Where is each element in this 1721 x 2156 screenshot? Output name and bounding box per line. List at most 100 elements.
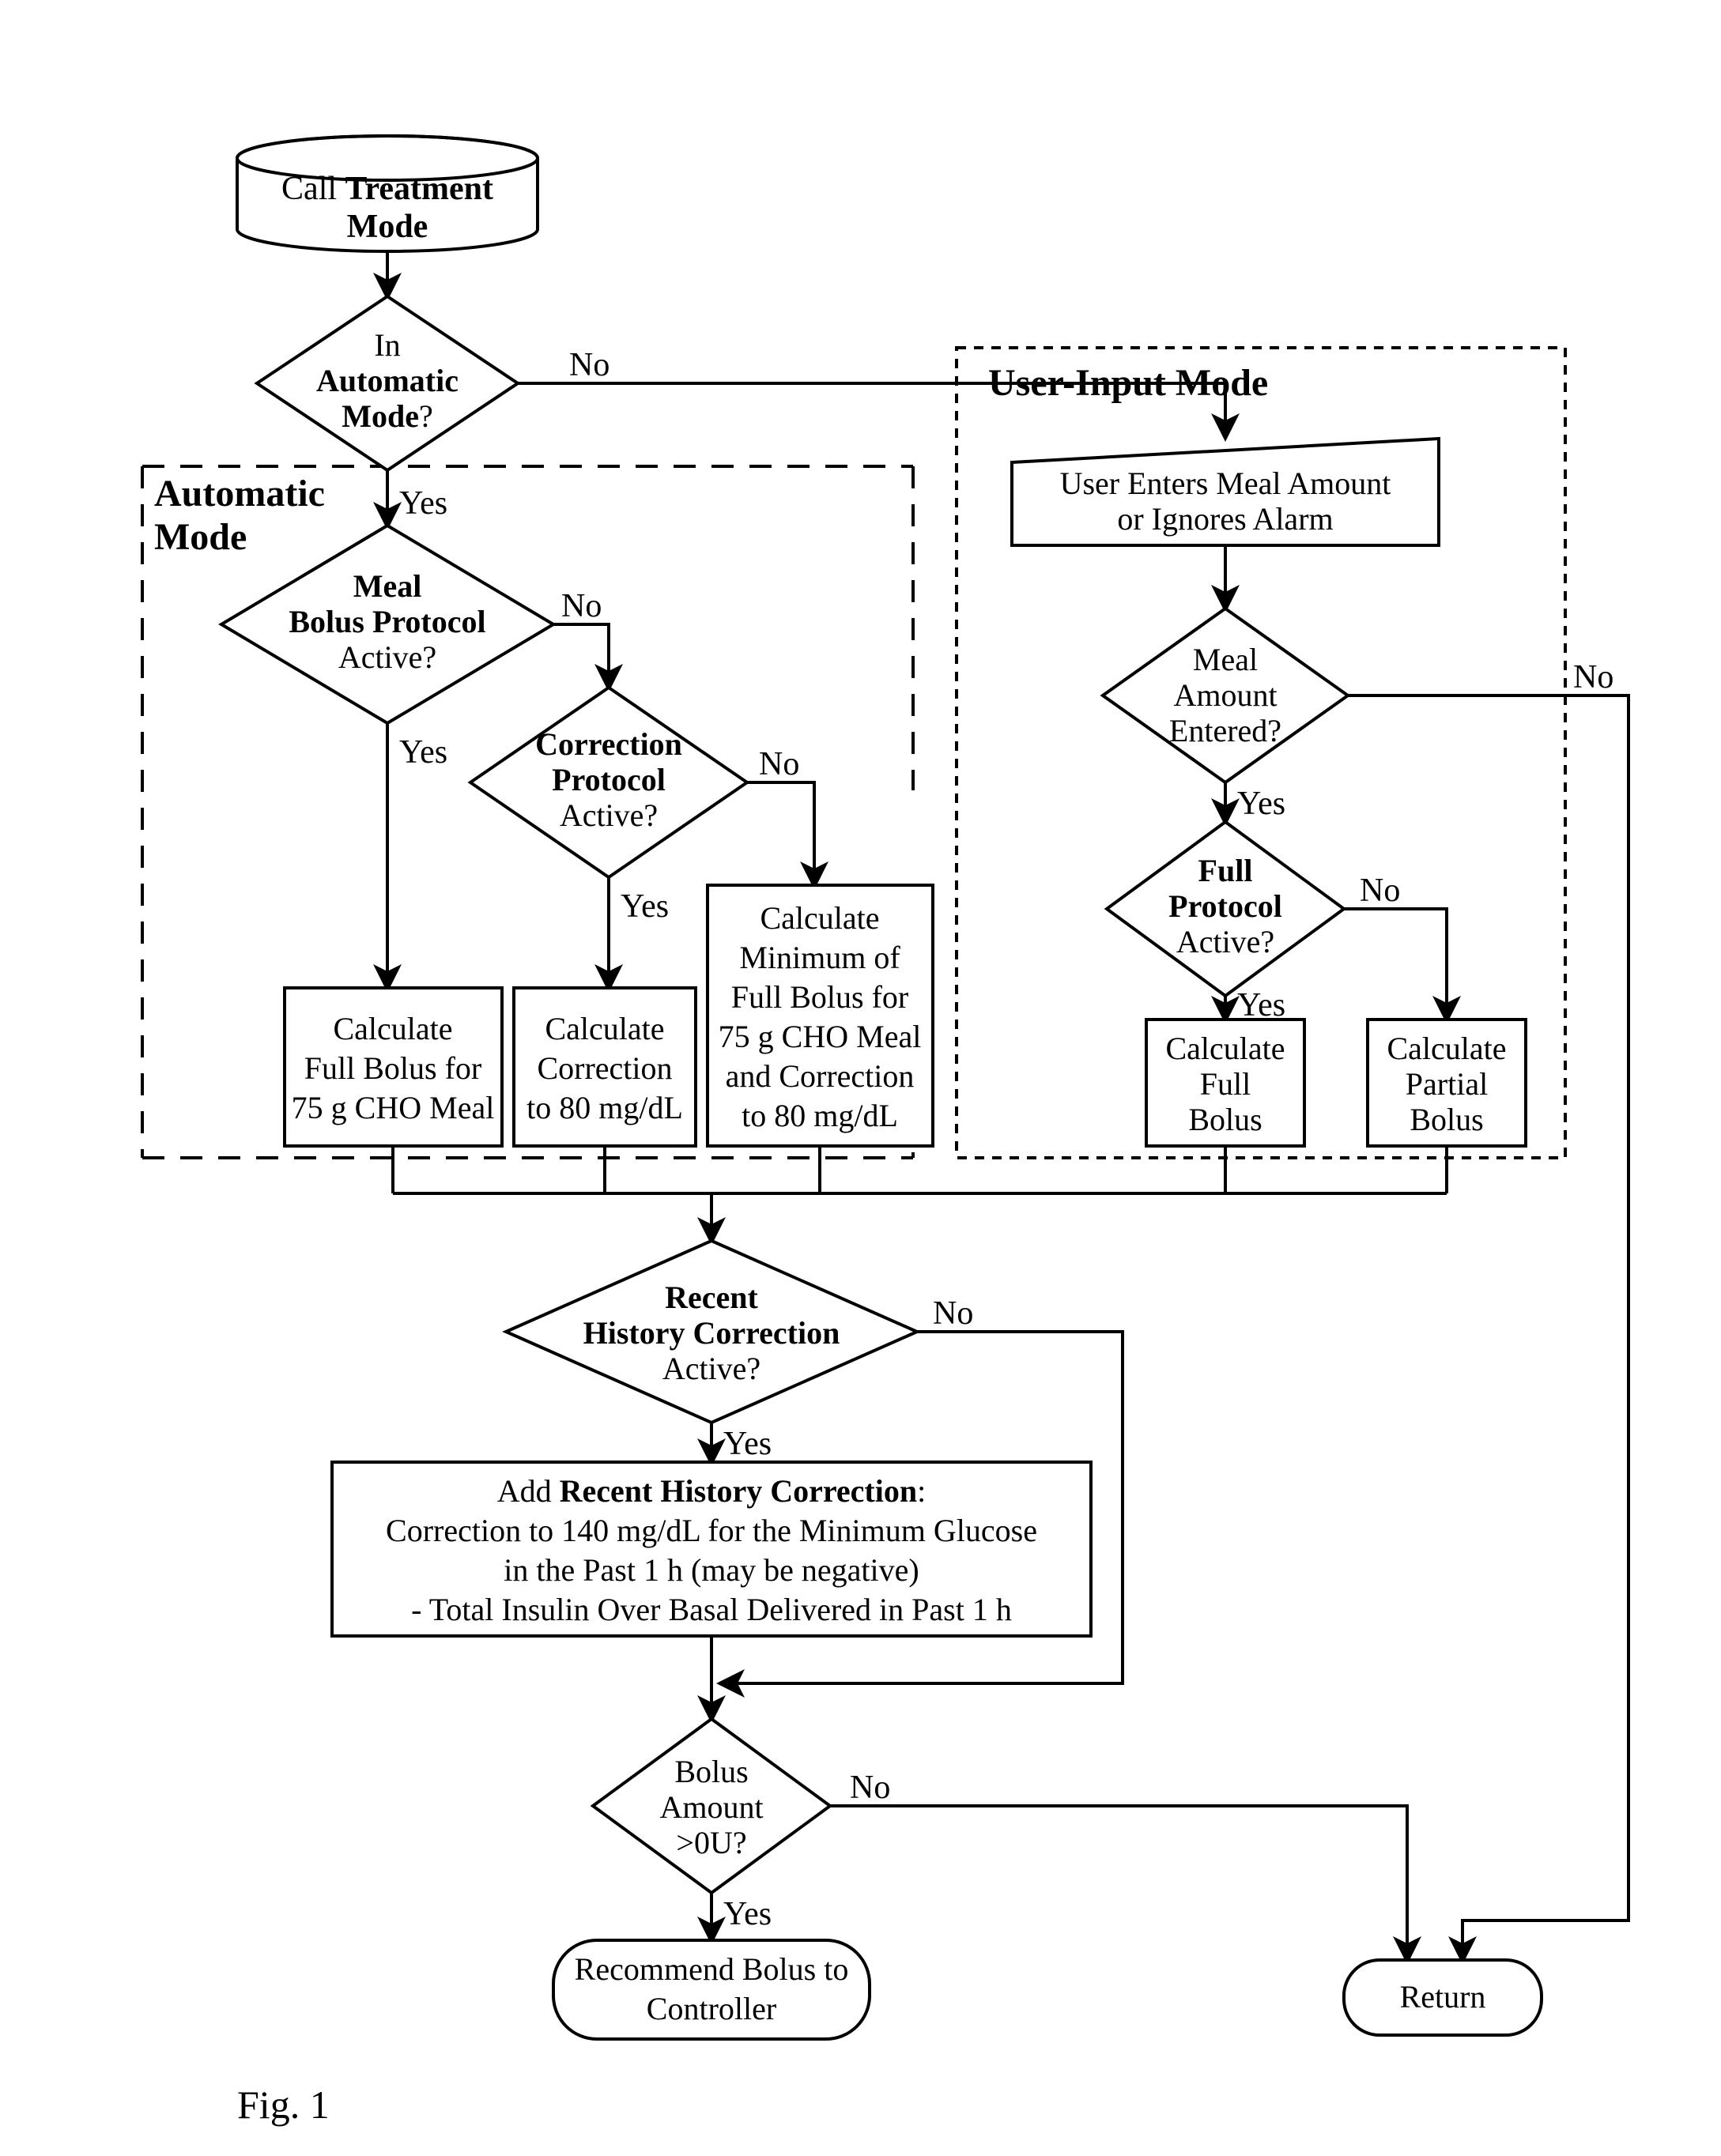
edge-bgq-no: No: [830, 1770, 1407, 1960]
svg-text:Mode?: Mode?: [342, 398, 433, 434]
edge-merge-to-recent-hist: [393, 1146, 1447, 1241]
ret-l1: Return: [1400, 1979, 1486, 2015]
rhq-l1: Recent: [665, 1280, 758, 1315]
edge-corrq-yes: Yes: [609, 877, 669, 988]
mealq-l1: Meal: [353, 568, 422, 604]
figure-caption: Fig. 1: [237, 2082, 330, 2127]
edge-bgq-yes: Yes: [711, 1893, 772, 1940]
arh-l3: in the Past 1 h (may be negative): [504, 1552, 919, 1588]
label-autoq-yes: Yes: [399, 485, 447, 522]
arh-l4: - Total Insulin Over Basal Delivered in …: [411, 1592, 1012, 1627]
label-mealq-yes: Yes: [399, 734, 447, 771]
node-recent-hist-decision: Recent History Correction Active?: [506, 1241, 917, 1423]
label-autoq-no: No: [569, 347, 610, 383]
cpb-l3: Bolus: [1410, 1102, 1483, 1137]
cfb75-l3: 75 g CHO Meal: [292, 1090, 495, 1125]
cmin-l3: Full Bolus for: [731, 979, 908, 1015]
edge-meq-no: No: [1348, 659, 1629, 1960]
node-correction-decision: Correction Protocol Active?: [470, 688, 747, 877]
edge-fpq-no: No: [1344, 873, 1447, 1020]
svg-text:Add Recent History Correction:: Add Recent History Correction:: [497, 1473, 926, 1509]
corrq-l3: Active?: [560, 797, 658, 833]
cc80-l3: to 80 mg/dL: [526, 1090, 683, 1125]
edge-mealq-yes: Yes: [387, 723, 447, 988]
node-calc-full-bolus-75: Calculate Full Bolus for 75 g CHO Meal: [285, 988, 502, 1146]
cmin-l6: to 80 mg/dL: [742, 1098, 898, 1133]
label-fpq-no: No: [1360, 873, 1400, 909]
label-meq-no: No: [1573, 659, 1613, 695]
label-bgq-no: No: [850, 1770, 890, 1806]
rhq-l3: Active?: [662, 1351, 760, 1386]
label-mealq-no: No: [561, 588, 602, 624]
autoq-text-in: In: [374, 327, 400, 363]
meq-l1: Meal: [1193, 642, 1258, 677]
node-auto-mode-decision: In Automatic Mode?: [257, 296, 518, 470]
node-meal-bolus-decision: Meal Bolus Protocol Active?: [221, 526, 553, 723]
node-calc-partial-bolus: Calculate Partial Bolus: [1368, 1020, 1526, 1146]
cfb-l2: Full: [1200, 1066, 1251, 1102]
start-text-call: Call: [281, 171, 345, 207]
fpq-l3: Active?: [1176, 924, 1274, 959]
fpq-l2: Protocol: [1168, 888, 1282, 924]
node-start: Call Treatment Mode: [237, 136, 538, 251]
start-text-treatment: Treatment: [345, 171, 493, 207]
node-calc-correction-80: Calculate Correction to 80 mg/dL: [514, 988, 696, 1146]
ue-l1: User Enters Meal Amount: [1060, 466, 1391, 501]
cmin-l4: 75 g CHO Meal: [719, 1019, 922, 1054]
autoq-text-q: ?: [419, 398, 433, 434]
ue-l2: or Ignores Alarm: [1117, 501, 1333, 537]
autoq-text-mode: Mode: [342, 398, 419, 434]
region-automatic-title-1: Automatic: [154, 473, 325, 514]
arh-l1b: Recent History Correction: [560, 1473, 917, 1509]
node-meal-entered-decision: Meal Amount Entered?: [1103, 609, 1348, 782]
rhq-l2: History Correction: [583, 1315, 840, 1351]
node-user-enter: User Enters Meal Amount or Ignores Alarm: [1012, 439, 1439, 545]
cfb75-l1: Calculate: [333, 1011, 452, 1046]
bgq-l1: Bolus: [674, 1754, 748, 1789]
arh-l2: Correction to 140 mg/dL for the Minimum …: [386, 1513, 1037, 1548]
bgq-l3: >0U?: [676, 1825, 746, 1860]
cc80-l2: Correction: [537, 1050, 672, 1086]
svg-text:Call Treatment: Call Treatment: [281, 171, 493, 207]
label-rhq-yes: Yes: [723, 1426, 772, 1462]
bgq-l2: Amount: [659, 1789, 763, 1825]
label-corrq-no: No: [759, 746, 799, 782]
node-recommend: Recommend Bolus to Controller: [553, 1940, 870, 2039]
cc80-l1: Calculate: [545, 1011, 664, 1046]
label-meq-yes: Yes: [1237, 786, 1285, 822]
edge-corrq-no: No: [747, 746, 814, 885]
mealq-l2: Bolus Protocol: [289, 604, 485, 639]
edge-meq-yes: Yes: [1225, 782, 1285, 822]
cmin-l5: and Correction: [726, 1058, 915, 1094]
label-bgq-yes: Yes: [723, 1896, 772, 1932]
corrq-l2: Protocol: [552, 762, 666, 797]
fpq-l1: Full: [1198, 853, 1253, 888]
autoq-text-automatic: Automatic: [316, 363, 459, 398]
node-return: Return: [1344, 1960, 1542, 2035]
rec-l2: Controller: [647, 1991, 776, 2026]
mealq-l3: Active?: [338, 639, 436, 675]
rec-l1: Recommend Bolus to: [575, 1951, 849, 1987]
edge-rhq-yes: Yes: [711, 1423, 772, 1462]
cpb-l1: Calculate: [1387, 1031, 1506, 1066]
node-add-recent-hist: Add Recent History Correction: Correctio…: [332, 1462, 1091, 1636]
label-corrq-yes: Yes: [621, 888, 669, 925]
arh-l1a: Add: [497, 1473, 560, 1509]
cfb75-l2: Full Bolus for: [304, 1050, 481, 1086]
meq-l3: Entered?: [1169, 713, 1281, 748]
start-text-mode: Mode: [347, 209, 428, 245]
cfb-l3: Bolus: [1188, 1102, 1262, 1137]
node-bolus-gt0-decision: Bolus Amount >0U?: [593, 1719, 830, 1893]
label-rhq-no: No: [933, 1295, 973, 1332]
node-calc-min: Calculate Minimum of Full Bolus for 75 g…: [708, 885, 933, 1146]
edge-mealq-no: No: [553, 588, 609, 688]
cfb-l1: Calculate: [1165, 1031, 1285, 1066]
node-calc-full-bolus: Calculate Full Bolus: [1146, 1020, 1304, 1146]
arh-l1c: :: [917, 1473, 926, 1509]
edge-autoq-yes: Yes: [387, 470, 447, 526]
cmin-l1: Calculate: [760, 900, 879, 936]
node-full-protocol-decision: Full Protocol Active?: [1107, 822, 1344, 996]
corrq-l1: Correction: [535, 726, 682, 762]
cpb-l2: Partial: [1406, 1066, 1488, 1102]
cmin-l2: Minimum of: [739, 940, 900, 975]
